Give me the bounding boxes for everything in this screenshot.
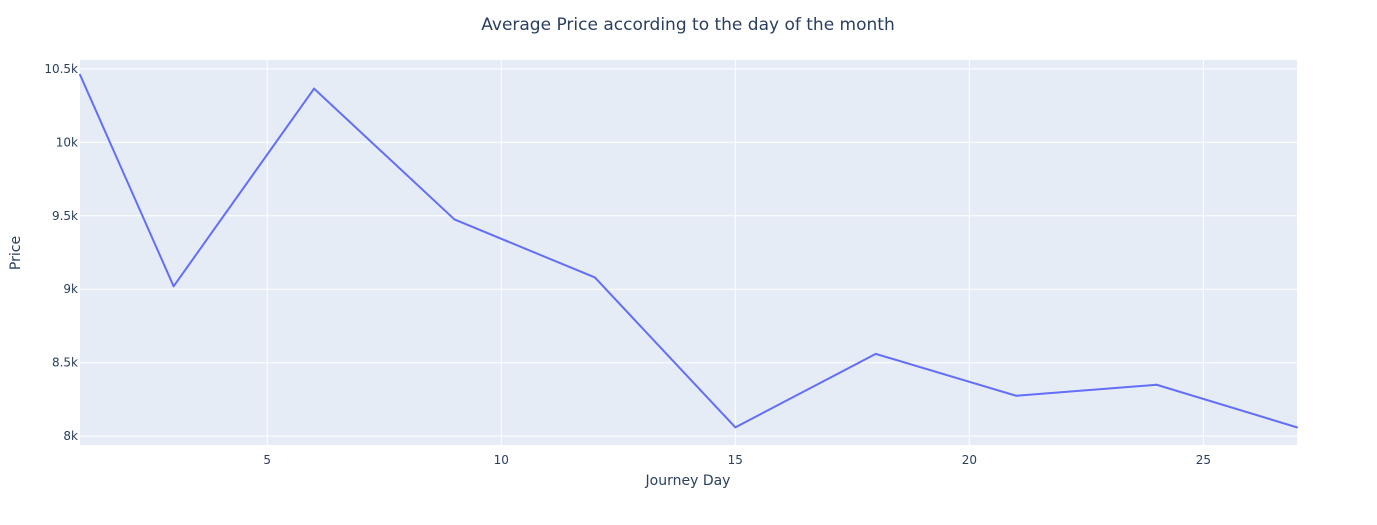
data-point xyxy=(593,276,596,279)
grid-lines xyxy=(80,60,1297,445)
x-axis-title: Journey Day xyxy=(645,473,731,489)
y-tick-label: 8.5k xyxy=(52,356,78,370)
y-axis-ticks: 8k 8.5k 9k 9.5k 10k 10.5k xyxy=(44,62,78,443)
x-axis-ticks: 5 10 15 20 25 xyxy=(263,453,1211,467)
y-tick-label: 9k xyxy=(63,282,78,296)
data-point xyxy=(313,87,316,90)
series-line xyxy=(79,74,1298,429)
data-point xyxy=(874,352,877,355)
plot-area xyxy=(80,60,1297,445)
data-point xyxy=(1155,383,1158,386)
y-tick-label: 9.5k xyxy=(52,209,78,223)
y-axis-title: Price xyxy=(8,236,24,270)
data-point xyxy=(453,218,456,221)
data-point xyxy=(734,426,737,429)
x-tick-label: 5 xyxy=(263,453,271,467)
x-tick-label: 20 xyxy=(962,453,977,467)
data-point xyxy=(1015,394,1018,397)
x-tick-label: 10 xyxy=(494,453,509,467)
chart-title: Average Price according to the day of th… xyxy=(481,15,895,35)
x-tick-label: 15 xyxy=(728,453,743,467)
data-point xyxy=(1296,426,1298,429)
data-point xyxy=(172,285,175,288)
y-tick-label: 10.5k xyxy=(44,62,78,76)
data-point xyxy=(79,73,81,76)
series-layer xyxy=(79,73,1298,429)
y-tick-label: 10k xyxy=(56,135,78,149)
y-tick-label: 8k xyxy=(63,429,78,443)
x-tick-label: 25 xyxy=(1196,453,1211,467)
